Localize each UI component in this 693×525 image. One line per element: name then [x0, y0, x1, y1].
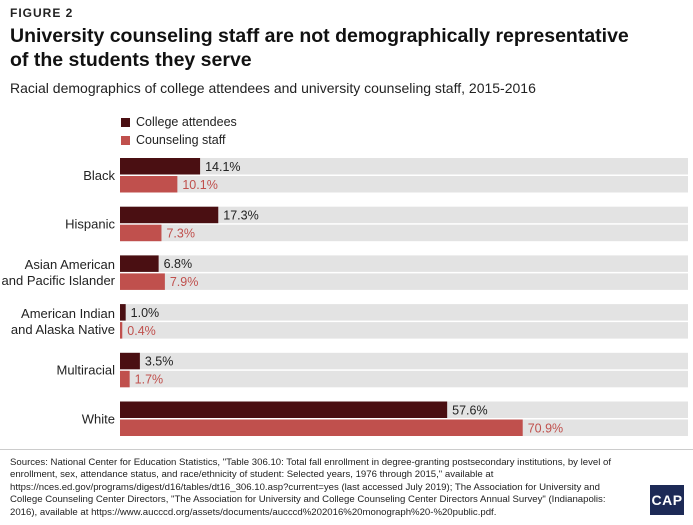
- bar-track: [120, 322, 688, 339]
- legend-swatch-college-attendees: [121, 117, 130, 127]
- data-label: 1.0%: [131, 306, 160, 320]
- data-label: 1.7%: [135, 373, 164, 387]
- bar-track: [120, 158, 688, 175]
- legend-label-counseling-staff: Counseling staff: [136, 133, 226, 147]
- cap-logo: CAP: [650, 485, 684, 515]
- data-label: 17.3%: [223, 208, 258, 222]
- source-divider: [0, 449, 693, 450]
- data-label: 70.9%: [528, 421, 563, 435]
- bar-track: [120, 352, 688, 370]
- bar-track: [120, 370, 688, 388]
- category-label-hispanic: Hispanic: [65, 216, 115, 231]
- data-label: 7.3%: [166, 226, 195, 240]
- bar-college-attendees-hispanic: [120, 206, 219, 224]
- bar-college-attendees-multiracial: [120, 352, 140, 370]
- data-label: 6.8%: [164, 257, 193, 271]
- bar-track: [120, 304, 688, 321]
- data-label: 7.9%: [170, 275, 199, 289]
- data-label: 0.4%: [127, 324, 156, 338]
- legend-item-counseling-staff: Counseling staff: [121, 131, 237, 149]
- figure-label: FIGURE 2: [10, 6, 74, 20]
- category-label-white: White: [82, 411, 115, 426]
- data-label: 57.6%: [452, 403, 487, 417]
- legend-swatch-counseling-staff: [121, 135, 130, 145]
- bar-counseling-staff-white: [120, 419, 523, 436]
- bar-college-attendees-asian-american-and-pacific-islander: [120, 255, 159, 272]
- legend: College attendees Counseling staff: [121, 113, 237, 149]
- bar-counseling-staff-black: [120, 176, 178, 193]
- bar-track: [120, 224, 688, 242]
- bar-college-attendees-white: [120, 401, 448, 418]
- legend-item-college-attendees: College attendees: [121, 113, 237, 131]
- bar-counseling-staff-asian-american-and-pacific-islander: [120, 273, 165, 290]
- bar-counseling-staff-multiracial: [120, 370, 130, 388]
- category-label-multiracial: Multiracial: [56, 363, 115, 378]
- category-label-asian-american-and-pacific-islander: Asian American and Pacific Islander: [2, 257, 116, 288]
- data-label: 10.1%: [182, 178, 217, 192]
- legend-label-college-attendees: College attendees: [136, 115, 237, 129]
- category-label-american-indian-and-alaska-native: American Indian and Alaska Native: [11, 306, 115, 337]
- data-label: 14.1%: [205, 160, 240, 174]
- bar-track: [120, 176, 688, 193]
- bar-college-attendees-black: [120, 158, 201, 175]
- bar-track: [120, 273, 688, 290]
- bar-counseling-staff-american-indian-and-alaska-native: [120, 322, 123, 339]
- chart-title: University counseling staff are not demo…: [10, 25, 629, 71]
- bar-counseling-staff-hispanic: [120, 224, 162, 242]
- bar-college-attendees-american-indian-and-alaska-native: [120, 304, 126, 321]
- bar-chart: 14.1% 10.1% Black 17.3% 7.3% Hispanic 6.8% 7.9%…: [2, 158, 688, 436]
- source-note: Sources: National Center for Education S…: [10, 457, 612, 518]
- bar-track: [120, 206, 688, 224]
- data-label: 3.5%: [145, 355, 174, 369]
- category-label-black: Black: [83, 168, 115, 183]
- bar-track: [120, 255, 688, 272]
- chart-subtitle: Racial demographics of college attendees…: [10, 80, 536, 96]
